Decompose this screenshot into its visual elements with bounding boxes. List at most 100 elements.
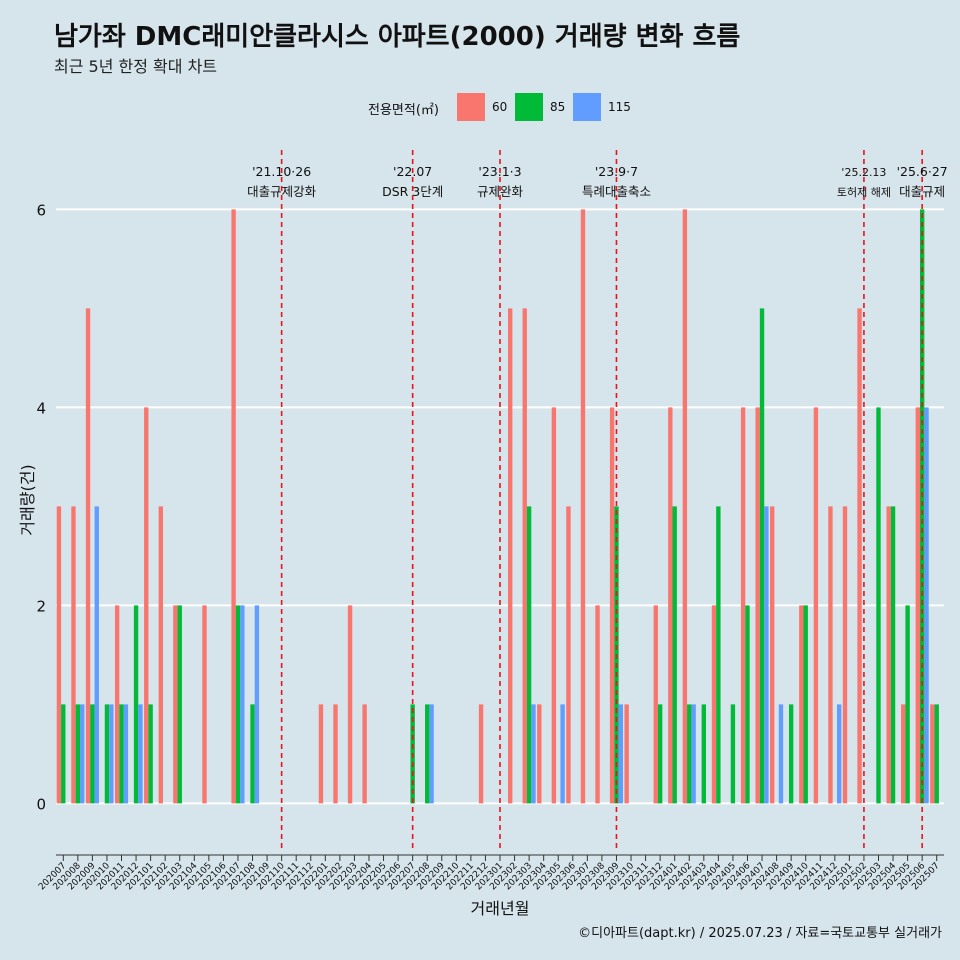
- bar-85-202012: [133, 605, 139, 804]
- bar-85-202101: [148, 704, 153, 804]
- y-tick-label: 2: [36, 597, 46, 615]
- x-axis-title: 거래년월: [471, 899, 530, 918]
- legend-swatch-85: [515, 93, 543, 121]
- legend-label-60: 60: [492, 100, 508, 114]
- bar-60-202107: [231, 209, 236, 804]
- bar-85-202401: [672, 506, 677, 804]
- bar-85-202404: [716, 506, 721, 804]
- bar-60-202202: [333, 704, 338, 804]
- event-date-label: '25.2.13: [841, 166, 886, 179]
- bar-60-202103: [173, 605, 178, 804]
- chart-title: 남가좌 DMC래미안클라시스 아파트(2000) 거래량 변화 흐름: [54, 22, 741, 52]
- bar-115-202305: [560, 704, 565, 804]
- bar-60-202011: [114, 605, 120, 804]
- bar-60-202501: [842, 506, 848, 804]
- bar-60-202101: [144, 407, 149, 804]
- bar-60-202105: [202, 605, 207, 804]
- bar-85-202008: [75, 704, 81, 804]
- bar-115-202506: [924, 407, 929, 804]
- bar-115-202008: [80, 704, 85, 804]
- bar-60-202402: [682, 209, 688, 804]
- legend-swatch-115: [573, 93, 601, 121]
- bar-85-202011: [119, 704, 124, 804]
- bar-85-202505: [905, 605, 910, 804]
- event-name-label: DSR 3단계: [382, 184, 443, 199]
- bar-85-202009: [90, 704, 95, 804]
- event-name-label: 대출규제강화: [247, 184, 317, 199]
- bar-60-202412: [828, 506, 833, 804]
- bar-60-202408: [770, 506, 775, 804]
- bar-115-202009: [94, 506, 99, 804]
- footer-credit: ©디아파트(dapt.kr) / 2025.07.23 / 자료=국토교통부 실…: [578, 926, 942, 941]
- legend: 전용면적(㎡) 60 85 115: [0, 92, 960, 122]
- bar-85-202410: [803, 605, 808, 804]
- bar-60-202505: [901, 704, 906, 804]
- bar-85-202405: [730, 704, 736, 804]
- y-tick-label: 6: [36, 201, 46, 219]
- bar-85-202403: [701, 704, 706, 804]
- bar-60-202312: [653, 605, 658, 804]
- bar-115-202208: [429, 704, 434, 804]
- bar-60-202008: [71, 506, 76, 804]
- bar-60-202310: [624, 704, 629, 804]
- bar-85-202010: [104, 704, 110, 804]
- legend-swatch-60: [457, 93, 485, 121]
- event-date-label: '21.10·26: [252, 164, 311, 179]
- bar-85-202506: [919, 209, 925, 804]
- bar-60-202309: [609, 407, 615, 804]
- bar-60-202504: [886, 506, 891, 804]
- bar-60-202203: [347, 605, 353, 804]
- bar-115-202107: [240, 605, 245, 804]
- bar-85-202107: [235, 605, 241, 804]
- bar-115-202407: [764, 506, 769, 804]
- event-date-label: '22.07: [393, 164, 432, 179]
- event-name-label: 규제완화: [477, 184, 524, 199]
- bar-60-202204: [362, 704, 367, 804]
- y-axis-title: 거래량(건): [18, 464, 37, 535]
- bar-85-202103: [177, 605, 182, 804]
- event-date-label: '25.6·27: [897, 164, 948, 179]
- bar-115-202408: [778, 704, 784, 804]
- legend-label-85: 85: [550, 100, 566, 114]
- legend-label-115: 115: [608, 100, 631, 114]
- bar-60-202506: [915, 407, 920, 804]
- bar-115-202303: [531, 704, 536, 804]
- bar-60-202507: [930, 704, 935, 804]
- y-tick-label: 4: [36, 399, 46, 417]
- bar-60-202007: [56, 506, 62, 804]
- bar-115-202412: [837, 704, 842, 804]
- bar-60-202201: [318, 704, 324, 804]
- bar-60-202302: [508, 308, 513, 804]
- bar-60-202304: [537, 704, 542, 804]
- event-date-label: '23.1·3: [478, 164, 521, 179]
- event-name-label: 토허제 해제: [837, 185, 891, 199]
- bar-85-202208: [425, 704, 430, 804]
- bar-85-202406: [745, 605, 750, 804]
- event-date-label: '23.9·7: [595, 164, 638, 179]
- bar-60-202009: [85, 308, 91, 804]
- legend-title: 전용면적(㎡): [368, 103, 439, 118]
- bar-85-202503: [876, 407, 881, 804]
- bar-85-202507: [934, 704, 939, 804]
- bar-60-202404: [711, 605, 717, 804]
- y-tick-label: 0: [36, 795, 46, 813]
- bar-60-202307: [580, 209, 586, 804]
- bar-60-202303: [522, 308, 527, 804]
- bar-85-202007: [61, 704, 66, 804]
- bar-85-202108: [250, 704, 255, 804]
- bar-85-202312: [657, 704, 663, 804]
- bar-60-202401: [668, 407, 673, 804]
- chart-subtitle: 최근 5년 한정 확대 차트: [54, 57, 218, 76]
- bar-115-202309: [618, 704, 624, 804]
- bar-60-202410: [799, 605, 804, 804]
- bar-60-202411: [813, 407, 819, 804]
- bar-85-202504: [890, 506, 896, 804]
- bar-115-202011: [123, 704, 129, 804]
- bar-115-202012: [138, 704, 143, 804]
- bar-85-202402: [687, 704, 692, 804]
- bar-60-202102: [158, 506, 163, 804]
- bar-60-202308: [595, 605, 600, 804]
- bar-60-202306: [566, 506, 571, 804]
- bar-60-202407: [755, 407, 760, 804]
